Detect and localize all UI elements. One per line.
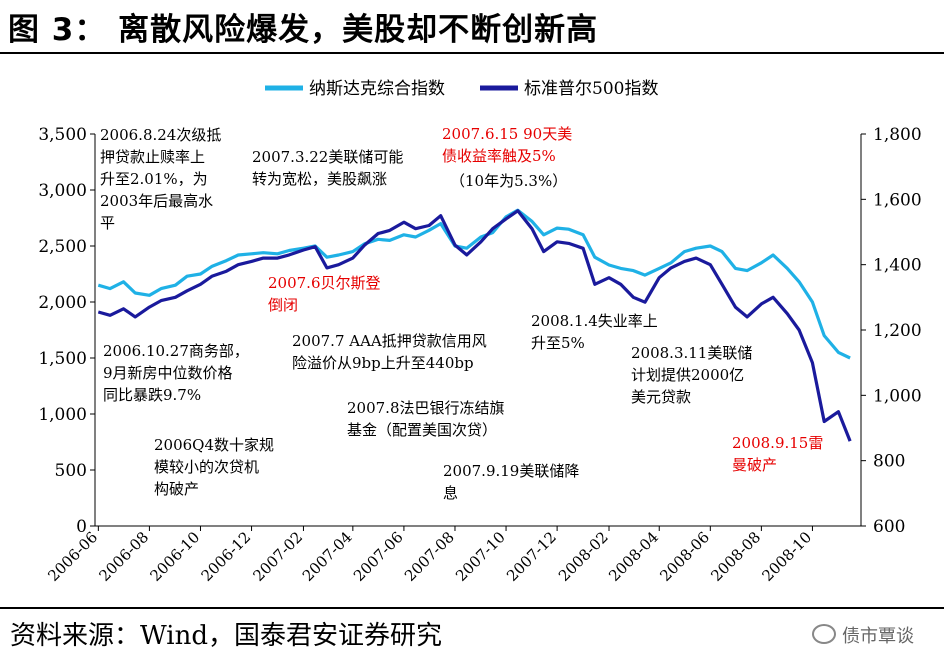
y-left-tick-label: 500: [55, 461, 87, 481]
x-tick-label: 2007-12: [503, 528, 560, 585]
y-left-tick-label: 3,500: [38, 125, 87, 145]
annotation: 2006Q4数十家规 模较小的次贷机 构破产: [154, 436, 275, 498]
annotation: 2007.8法巴银行冻结旗 基金（配置美国次贷）: [347, 399, 505, 439]
x-tick-label: 2007-02: [249, 528, 306, 585]
annotation: 2007.6贝尔斯登 倒闭: [268, 274, 381, 314]
y-right-tick-label: 800: [873, 452, 905, 472]
x-tick-label: 2008-02: [555, 528, 612, 585]
y-right-tick-label: 1,800: [873, 125, 922, 145]
source-divider: [0, 607, 944, 609]
y-right-tick-label: 1,000: [873, 386, 922, 406]
y-left-tick-label: 1,500: [38, 349, 87, 369]
y-left-tick-label: 1,000: [38, 405, 87, 425]
y-left-tick-label: 3,000: [38, 181, 87, 201]
annotation: （10年为5.3%）: [450, 172, 568, 190]
x-tick-label: 2006-10: [146, 528, 203, 585]
legend-label-nasdaq: 纳斯达克综合指数: [309, 79, 445, 99]
y-right-tick-label: 1,200: [873, 321, 922, 341]
x-tick-label: 2007-04: [299, 528, 356, 585]
annotation: 2008.3.11美联储 计划提供2000亿 美元贷款: [631, 344, 753, 406]
y-left-tick-label: 2,500: [38, 237, 87, 257]
x-tick-label: 2006-08: [95, 528, 152, 585]
x-tick-label: 2007-06: [350, 528, 407, 585]
annotation: 2006.8.24次级抵 押贷款止赎率上 升至2.01%，为 2003年后最高水…: [100, 126, 222, 232]
wechat-icon: [812, 624, 836, 644]
title-divider: [0, 52, 944, 54]
annotation: 2007.9.19美联储降 息: [443, 462, 580, 502]
nasdaq-series-line: [97, 208, 851, 360]
x-tick-label: 2008-08: [707, 528, 764, 585]
y-right-tick-label: 1,600: [873, 190, 922, 210]
annotation: 2008.9.15雷 曼破产: [732, 434, 824, 474]
x-tick-label: 2006-12: [198, 528, 255, 585]
x-tick-label: 2008-10: [758, 528, 815, 585]
watermark-label: 债市覃谈: [842, 626, 914, 647]
annotation: 2007.6.15 90天美 债收益率触及5%: [442, 125, 573, 165]
y-right-tick-label: 600: [873, 517, 905, 537]
x-tick-label: 2006-06: [44, 528, 101, 585]
legend-label-sp500: 标准普尔500指数: [524, 79, 658, 99]
annotation: 2008.1.4失业率上 升至5%: [531, 312, 658, 352]
y-left-tick-label: 0: [76, 517, 87, 537]
x-tick-label: 2008-06: [656, 528, 713, 585]
annotation: 2007.3.22美联储可能 转为宽松，美股飙涨: [252, 148, 404, 188]
sp500-series-line: [97, 209, 852, 442]
source-note: 资料来源：Wind，国泰君安证券研究: [10, 621, 442, 651]
x-tick-label: 2007-08: [401, 528, 458, 585]
watermark: 债市覃谈: [812, 622, 914, 648]
line-chart: 0 500 1,000 1,500 2,000 2,500 3,000 3,500 600 800…: [38, 79, 922, 585]
annotation: 2007.7 AAA抵押贷款信用风 险溢价从9bp上升至440bp: [292, 332, 487, 372]
page-title: 图 3： 离散风险爆发，美股却不断创新高: [8, 12, 599, 48]
y-right-tick-label: 1,400: [873, 256, 922, 276]
annotation: 2006.10.27商务部， 9月新房中位数价格 同比暴跌9.7%: [103, 342, 249, 404]
x-tick-label: 2008-04: [605, 528, 662, 585]
x-tick-label: 2007-10: [452, 528, 509, 585]
y-left-tick-label: 2,000: [38, 293, 87, 313]
